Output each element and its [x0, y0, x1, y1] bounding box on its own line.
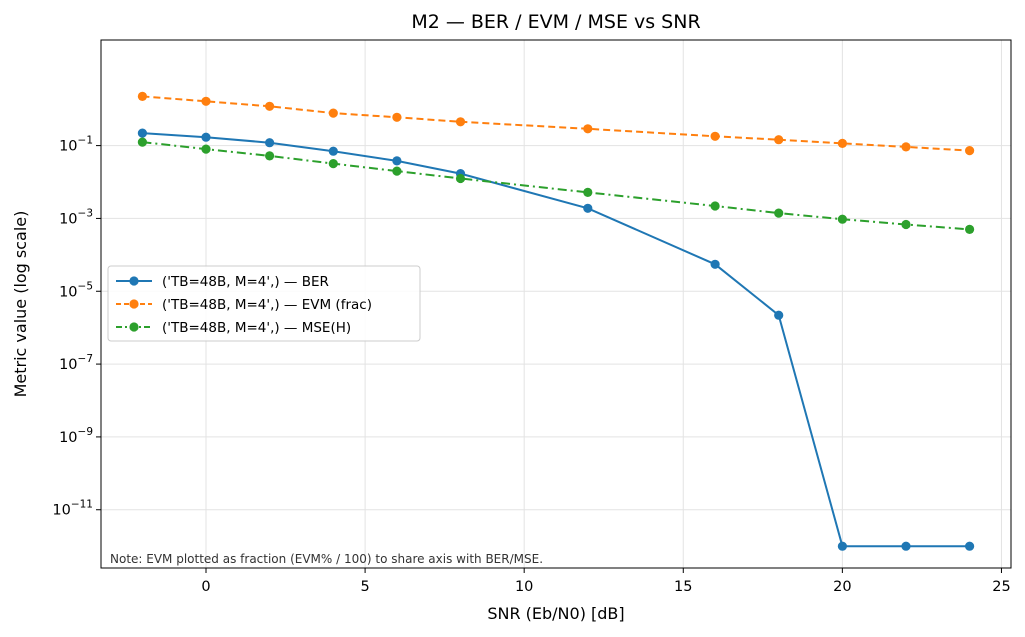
data-point — [710, 131, 720, 141]
plot-frame — [100, 39, 1012, 569]
data-point — [455, 173, 466, 184]
data-point — [137, 128, 147, 138]
y-tick-label: 10−5 — [59, 280, 93, 300]
data-point — [774, 310, 784, 320]
data-point — [837, 214, 848, 224]
y-tick-label: 10−9 — [59, 426, 93, 446]
y-tick-label: 10−7 — [59, 353, 93, 373]
legend-label: ('TB=48B, M=4',) — EVM (frac) — [162, 297, 372, 313]
y-tick-label: 10−3 — [59, 207, 93, 227]
data-point — [328, 108, 338, 118]
data-point — [901, 219, 911, 230]
chart-title: M2 — BER / EVM / MSE vs SNR — [411, 11, 700, 33]
data-point — [774, 208, 784, 218]
data-point — [965, 541, 975, 551]
data-point — [201, 144, 211, 154]
data-point — [265, 101, 275, 111]
x-tick-label: 25 — [992, 579, 1010, 595]
data-point — [137, 137, 147, 147]
legend-marker — [129, 322, 139, 332]
data-point — [583, 124, 593, 134]
legend-entry-3: ('TB=48B, M=4',) — MSE(H) — [116, 320, 351, 336]
data-point — [265, 138, 275, 148]
data-point — [837, 541, 848, 551]
data-point — [901, 541, 911, 551]
y-tick-label: 10−11 — [52, 499, 93, 519]
data-point — [774, 135, 784, 145]
series-line — [142, 95, 970, 152]
data-point — [137, 91, 147, 101]
legend-label: ('TB=48B, M=4',) — BER — [162, 274, 329, 290]
data-point — [965, 146, 975, 156]
data-point — [901, 142, 911, 152]
data-point — [201, 132, 211, 142]
legend-entry-1: ('TB=48B, M=4',) — BER — [116, 274, 329, 290]
legend-label: ('TB=48B, M=4',) — MSE(H) — [162, 320, 351, 336]
legend-entries: ('TB=48B, M=4',) — BER ('TB=48B, M=4',) —… — [116, 274, 372, 336]
legend-entry-2: ('TB=48B, M=4',) — EVM (frac) — [116, 297, 372, 313]
data-point — [965, 224, 975, 234]
series-layer — [137, 91, 975, 551]
y-axis-label: Metric value (log scale) — [11, 211, 30, 398]
legend-marker — [129, 276, 139, 286]
data-point — [583, 187, 593, 197]
data-point — [392, 112, 402, 122]
series-line — [142, 141, 970, 231]
series-1 — [137, 128, 975, 551]
chart-note: Note: EVM plotted as fraction (EVM% / 10… — [110, 552, 543, 566]
data-point — [265, 151, 275, 161]
legend-marker — [129, 299, 139, 309]
x-tick-label: 20 — [833, 579, 851, 595]
axis-ticks: 0 5 10 15 20 25 10−11 10−9 10−7 10−5 10−3 10−1 — [52, 135, 1010, 595]
y-tick-label: 10−1 — [59, 135, 93, 155]
data-point — [392, 156, 402, 166]
x-tick-label: 10 — [515, 579, 533, 595]
grid-lines — [101, 40, 1011, 568]
data-point — [328, 159, 338, 169]
series-2 — [137, 91, 975, 156]
x-tick-label: 0 — [201, 579, 210, 595]
data-point — [392, 166, 402, 176]
data-point — [837, 138, 848, 148]
data-point — [710, 259, 720, 269]
series-line — [142, 132, 970, 548]
data-point — [583, 203, 593, 213]
x-tick-label: 5 — [360, 579, 369, 595]
x-tick-label: 15 — [674, 579, 692, 595]
data-point — [455, 117, 466, 127]
legend-box — [107, 265, 421, 342]
legend: ('TB=48B, M=4',) — BER ('TB=48B, M=4',) —… — [107, 265, 421, 342]
x-axis-label: SNR (Eb/N0) [dB] — [487, 604, 624, 623]
data-point — [201, 96, 211, 106]
data-point — [328, 146, 338, 156]
series-3 — [137, 137, 975, 234]
data-point — [710, 201, 720, 211]
